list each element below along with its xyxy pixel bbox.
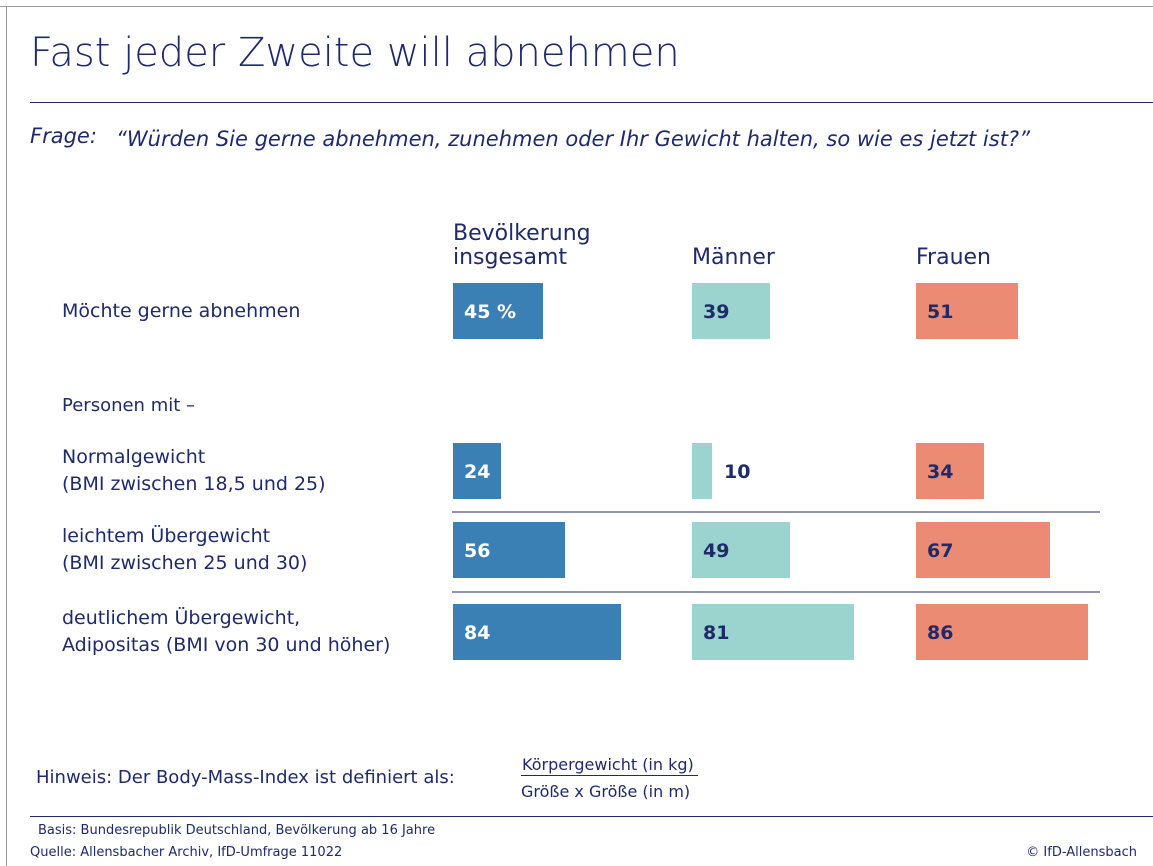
value-label: 39 (703, 301, 729, 323)
value-label: 51 (927, 301, 953, 323)
series-name: Bevölkerung insgesamt (453, 221, 591, 270)
category-label: Normalgewicht (BMI zwischen 18,5 und 25) (62, 446, 326, 495)
category-label: leichtem Übergewicht (BMI zwischen 25 un… (62, 525, 308, 574)
value-label: 45 % (464, 301, 516, 323)
basis: Basis: Bundesrepublik Deutschland, Bevöl… (38, 823, 436, 838)
source: Quelle: Allensbacher Archiv, IfD-Umfrage… (30, 845, 343, 860)
series-name: Männer (692, 245, 775, 270)
question-label: Frage: (30, 124, 97, 148)
bar (453, 604, 621, 660)
footer-rule (30, 816, 1153, 817)
frame-left (6, 6, 7, 866)
bar (692, 522, 790, 578)
value-label: 67 (927, 540, 953, 562)
value-label: 56 (464, 540, 490, 562)
category-label: Möchte gerne abnehmen (62, 299, 301, 322)
value-label: 10 (724, 461, 750, 483)
series-name: Frauen (916, 245, 992, 270)
value-label: 49 (703, 540, 729, 562)
frame-top (0, 6, 1153, 7)
copyright: © IfD-Allensbach (1026, 845, 1137, 860)
note-denominator: Größe x Größe (in m) (521, 782, 691, 801)
title: Fast jeder Zweite will abnehmen (30, 30, 680, 76)
value-label: 24 (464, 461, 490, 483)
value-label: 86 (927, 622, 953, 644)
bar (692, 604, 854, 660)
value-label: 81 (703, 622, 729, 644)
bar (916, 604, 1088, 660)
note: Hinweis: Der Body-Mass-Index ist definie… (36, 767, 455, 788)
bar (916, 283, 1018, 339)
question: “Würden Sie gerne abnehmen, zunehmen ode… (116, 127, 1030, 151)
title-rule (30, 102, 1153, 103)
bar (453, 443, 501, 499)
note-numerator: Körpergewicht (in kg) (521, 755, 698, 776)
group-label: Personen mit – (62, 395, 196, 416)
category-label: deutlichem Übergewicht, Adipositas (BMI … (62, 607, 391, 656)
value-label: 84 (464, 622, 490, 644)
bar (916, 443, 984, 499)
bar (692, 443, 712, 499)
bar (692, 283, 770, 339)
bar (453, 522, 565, 578)
value-label: 34 (927, 461, 953, 483)
bar (453, 283, 543, 339)
bar (916, 522, 1050, 578)
